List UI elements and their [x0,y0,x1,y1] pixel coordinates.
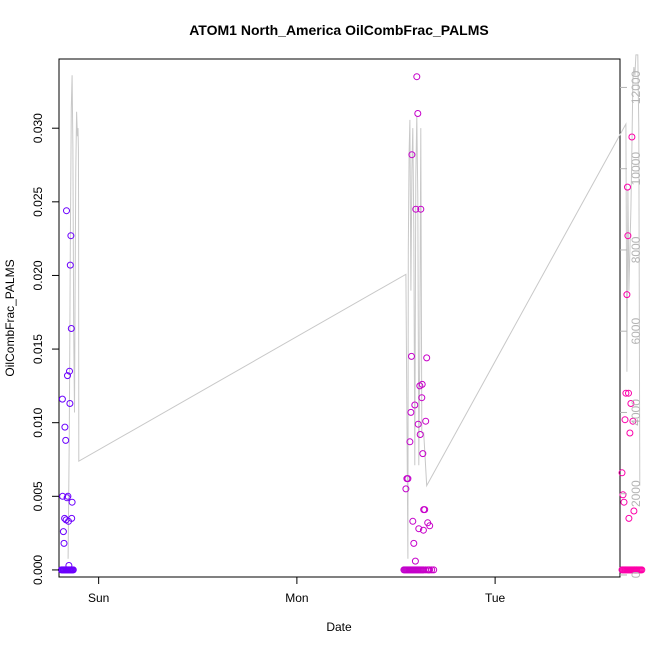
data-point [408,151,416,159]
data-point [411,401,419,409]
data-point [419,526,427,534]
data-point [430,566,438,574]
data-point [59,492,67,500]
y2-tick-label: 10000 [629,152,643,186]
data-point [411,557,419,565]
data-point [638,566,646,574]
x-axis: Sun Mon Tue [88,577,506,605]
y2-tick-label: 2000 [629,480,643,507]
data-point [623,291,631,299]
data-point [415,525,423,533]
chart-title: ATOM1 North_America OilCombFrac_PALMS [189,22,489,38]
data-point [625,514,633,522]
data-point [68,498,76,506]
data-point [627,400,635,407]
data-point [66,400,74,407]
y2-tick-label: 6000 [629,318,643,345]
data-point [408,352,415,360]
data-point [421,506,429,514]
y-tick-label: 0.000 [31,555,45,585]
x-axis-label: Date [326,620,352,634]
x-tick-label: Sun [88,591,109,605]
data-point [66,367,73,375]
series-line [67,54,641,559]
y-tick-label: 0.030 [31,113,45,143]
data-point [416,431,424,438]
y-tick-label: 0.025 [31,186,45,216]
y2-tick-label: 4000 [629,399,643,426]
data-point [412,205,420,213]
data-point [630,507,638,515]
data-point [618,469,626,477]
data-point [620,498,628,506]
data-point [63,207,70,215]
data-point [626,429,634,437]
data-point [418,394,426,402]
y-tick-label: 0.015 [31,334,45,364]
data-point [426,566,434,574]
data-point [622,389,630,397]
data-point [410,539,418,547]
data-point [62,436,70,444]
data-point [426,522,434,530]
data-point [68,514,76,522]
data-point [404,475,412,483]
data-point [66,261,74,269]
data-point [69,566,77,574]
data-point [628,133,636,141]
data-point [67,232,75,240]
data-point [64,492,72,500]
y-tick-label: 0.010 [31,407,45,437]
scatter-series-layer [57,73,646,574]
data-point [419,450,427,458]
data-point [413,73,421,81]
data-point [67,325,75,332]
data-point [624,232,632,240]
y-axis-right: 0 2000 4000 6000 8000 10000 12000 [620,70,643,578]
data-point [625,389,632,397]
line-series-layer [67,54,641,559]
y2-tick-label: 12000 [629,70,643,104]
data-point [428,566,436,574]
data-point [58,395,66,403]
x-tick-label: Mon [285,591,308,605]
data-point [417,205,425,213]
y-axis-label: OilCombFrac_PALMS [3,259,17,376]
data-point [60,539,68,547]
data-point [629,417,637,425]
data-point [59,528,67,536]
data-point [619,491,627,499]
data-point [621,416,629,424]
data-point [409,517,417,525]
data-point [414,420,422,428]
data-point [422,417,430,425]
data-point [402,485,410,493]
data-point [624,183,631,191]
plot-area-frame [58,58,621,578]
y-tick-label: 0.005 [31,481,45,511]
data-point [414,110,422,117]
data-point [406,438,414,446]
y-tick-label: 0.020 [31,260,45,290]
data-point [64,372,71,380]
y2-tick-label: 0 [629,571,643,578]
y2-tick-label: 8000 [629,236,643,263]
data-point [407,408,415,416]
y-axis-left: 0.000 0.005 0.010 0.015 0.020 0.025 0.030 [31,113,59,585]
x-tick-label: Tue [485,591,506,605]
data-point [423,354,431,362]
data-point [418,380,426,388]
data-point [61,423,69,431]
